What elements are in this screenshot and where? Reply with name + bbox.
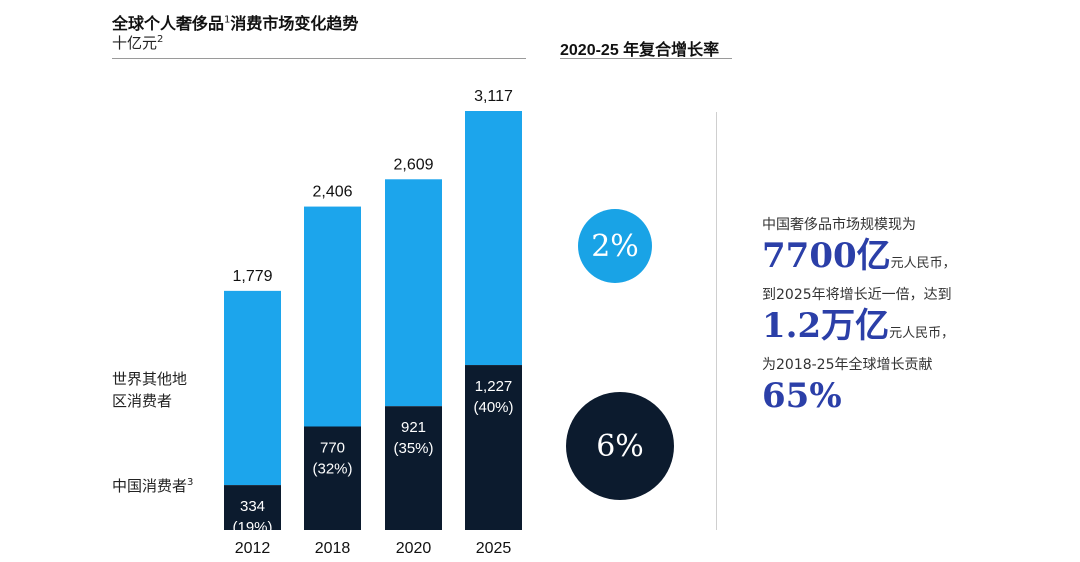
bar-rest-of-world-2012 xyxy=(224,290,281,486)
cagr-china-circle: 6% xyxy=(566,392,674,500)
x-tick-2025: 2025 xyxy=(476,540,512,557)
china-share-label-2025: (40%) xyxy=(473,399,513,416)
total-label-2025: 3,117 xyxy=(474,88,513,105)
total-label-2018: 2,406 xyxy=(312,184,352,201)
china-value-label-2025: 1,227 xyxy=(475,378,513,395)
callout-big-1: 7700亿元人民币， xyxy=(762,236,956,276)
china-value-label-2018: 770 xyxy=(320,439,345,456)
unit-label: 十亿元2 xyxy=(112,34,164,52)
stacked-bar-chart: 1,779 334 (19%) 2012 2,406 770 (32%) 2018 2,609 9… xyxy=(224,88,522,557)
title-rule xyxy=(112,58,526,59)
callout-line-2: 到2025年将增长近一倍，达到 xyxy=(762,287,952,303)
china-share-label-2018: (32%) xyxy=(312,460,352,477)
x-tick-2020: 2020 xyxy=(396,540,432,557)
cagr-rule xyxy=(560,58,732,59)
bar-china-2025 xyxy=(465,365,522,530)
china-share-label-2012: (19%) xyxy=(232,519,272,536)
total-label-2012: 1,779 xyxy=(232,268,272,285)
total-label-2020: 2,609 xyxy=(393,156,433,173)
market-callout: 中国奢侈品市场规模现为 7700亿元人民币， 到2025年将增长近一倍，达到 1… xyxy=(762,214,1062,416)
bar-china-2012 xyxy=(224,485,281,530)
series-label-rest-of-world: 世界其他地 区消费者 xyxy=(112,370,188,410)
callout-big-3: 65% xyxy=(762,376,842,416)
cagr-rest-of-world-circle: 2% xyxy=(578,209,652,283)
china-value-label-2020: 921 xyxy=(401,419,426,436)
callout-line-3: 为2018-25年全球增长贡献 xyxy=(762,357,933,373)
bar-rest-of-world-2025 xyxy=(465,111,522,366)
bar-china-2020 xyxy=(385,406,442,530)
china-share-label-2020: (35%) xyxy=(393,440,433,457)
bar-rest-of-world-2020 xyxy=(385,179,442,407)
x-tick-2018: 2018 xyxy=(315,540,351,557)
china-value-label-2012: 334 xyxy=(240,498,265,515)
callout-line-1: 中国奢侈品市场规模现为 xyxy=(762,217,916,233)
callout-big-2: 1.2万亿元人民币， xyxy=(762,306,955,346)
series-label-china: 中国消费者3 xyxy=(112,477,194,495)
cagr-title: 2020-25 年复合增长率 xyxy=(560,42,720,59)
vertical-divider xyxy=(716,112,717,530)
x-tick-2012: 2012 xyxy=(235,540,271,557)
bar-china-2018 xyxy=(304,426,361,530)
bar-rest-of-world-2018 xyxy=(304,206,361,427)
chart-title: 全球个人奢侈品1消费市场变化趋势 xyxy=(112,14,359,33)
